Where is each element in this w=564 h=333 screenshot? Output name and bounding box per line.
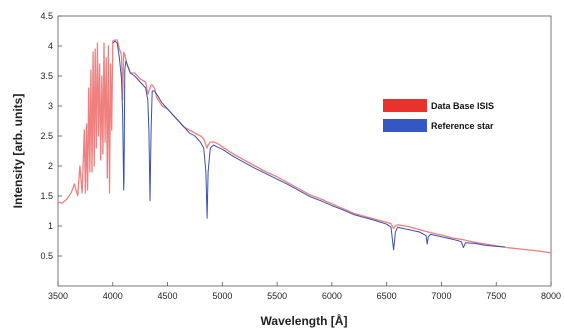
y-tick-label: 0.5 [40,251,53,261]
legend: Data Base ISIS Reference star [383,99,494,132]
y-tick-label: 4 [48,41,53,51]
x-axis-ticks: 3500 4000 4500 5000 5500 6000 6500 7000 7500 8000 [48,282,561,301]
x-tick-label: 8000 [541,291,561,301]
x-tick-label: 6500 [377,291,397,301]
plot-area [57,15,552,287]
y-tick-label: 2.5 [40,131,53,141]
y-tick-label: 3.5 [40,71,53,81]
y-tick-label: 4.5 [40,11,53,21]
y-tick-label: 1 [48,221,53,231]
legend-label-isis: Data Base ISIS [431,101,494,111]
series-line-data-base-isis [57,39,552,254]
y-tick-label: 2 [48,161,53,171]
y-axis-ticks: 0.5 1 1.5 2 2.5 3 3.5 4 4.5 [40,11,62,261]
x-tick-label: 6000 [322,291,342,301]
legend-swatch-isis [383,99,427,112]
y-axis-title: Intensity [arb. units] [11,94,25,209]
x-tick-label: 4000 [103,291,123,301]
legend-swatch-reference [383,119,427,132]
x-tick-label: 5500 [267,291,287,301]
x-tick-label: 5000 [212,291,232,301]
x-tick-label: 3500 [48,291,68,301]
x-axis-title: Wavelength [Å] [261,313,348,328]
series-layer [57,39,552,254]
y-tick-label: 3 [48,101,53,111]
x-tick-label: 4500 [158,291,178,301]
y-tick-label: 1.5 [40,191,53,201]
x-tick-label: 7500 [486,291,506,301]
series-line-reference-star [112,40,506,251]
x-tick-label: 7000 [431,291,451,301]
legend-label-reference: Reference star [431,121,494,131]
